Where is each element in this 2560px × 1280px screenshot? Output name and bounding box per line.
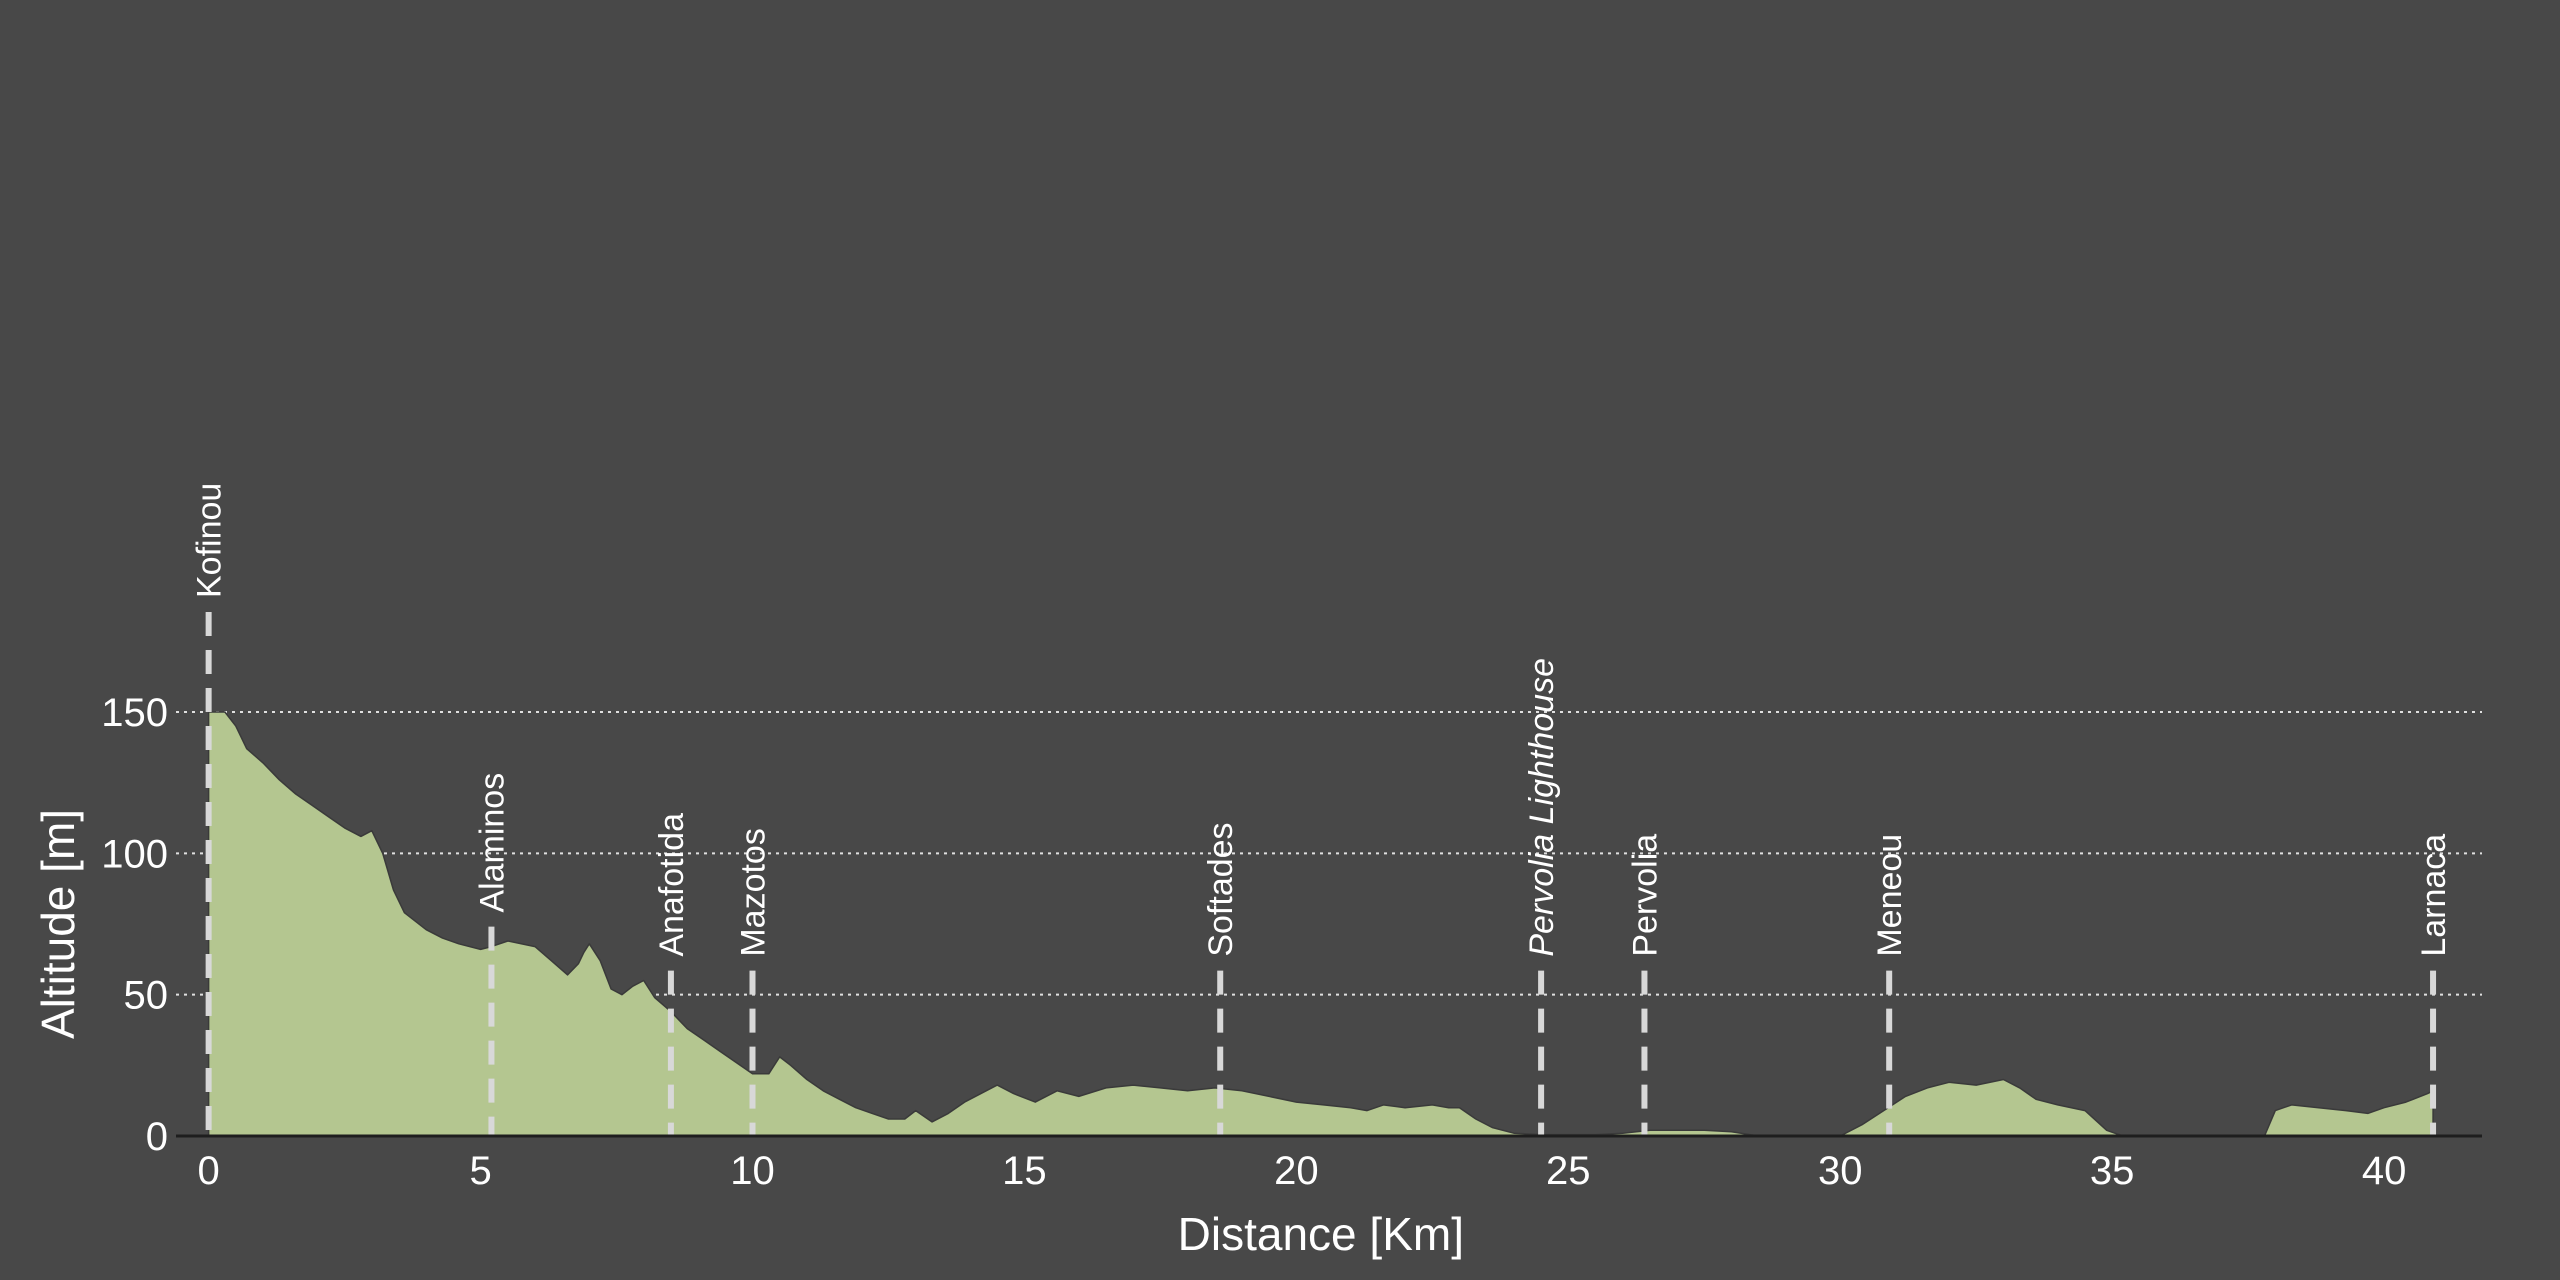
x-tick-label-40: 40 (2362, 1149, 2407, 1193)
x-tick-label-10: 10 (730, 1149, 775, 1193)
place-label-anafotida: Anafotida (653, 813, 691, 957)
x-tick-label-20: 20 (1274, 1149, 1319, 1193)
place-label-softades: Softades (1202, 822, 1240, 956)
x-axis-title: Distance [Km] (1178, 1208, 1464, 1260)
place-label-pervolia-lighthouse: Pervolia Lighthouse (1523, 658, 1561, 957)
x-tick-labels: 0 5 10 15 20 25 30 35 40 (198, 1149, 2407, 1193)
axes (176, 1134, 2482, 1138)
y-tick-label-0: 0 (146, 1115, 168, 1159)
y-tick-label-150: 150 (101, 691, 168, 735)
x-tick-label-5: 5 (469, 1149, 491, 1193)
elevation-area (207, 711, 2434, 1137)
x-tick-label-30: 30 (1818, 1149, 1863, 1193)
place-label-mazotos: Mazotos (735, 828, 773, 957)
place-label-larnaca: Larnaca (2415, 834, 2453, 957)
place-label-pervolia: Pervolia (1626, 834, 1664, 957)
x-tick-label-15: 15 (1002, 1149, 1047, 1193)
place-label-alaminos: Alaminos (473, 773, 511, 913)
y-tick-labels: 0 50 100 150 (101, 691, 168, 1159)
place-label-meneou: Meneou (1871, 834, 1909, 957)
y-axis-title: Altitude [m] (32, 809, 84, 1039)
y-tick-label-50: 50 (124, 974, 169, 1018)
x-tick-label-35: 35 (2090, 1149, 2135, 1193)
place-label-kofinou: Kofinou (191, 483, 229, 598)
y-tick-label-100: 100 (101, 832, 168, 876)
place-markers: Kofinou Alaminos Anafotida Mazotos Softades P… (191, 483, 2453, 1136)
x-tick-label-25: 25 (1546, 1149, 1591, 1193)
x-tick-label-0: 0 (198, 1149, 220, 1193)
